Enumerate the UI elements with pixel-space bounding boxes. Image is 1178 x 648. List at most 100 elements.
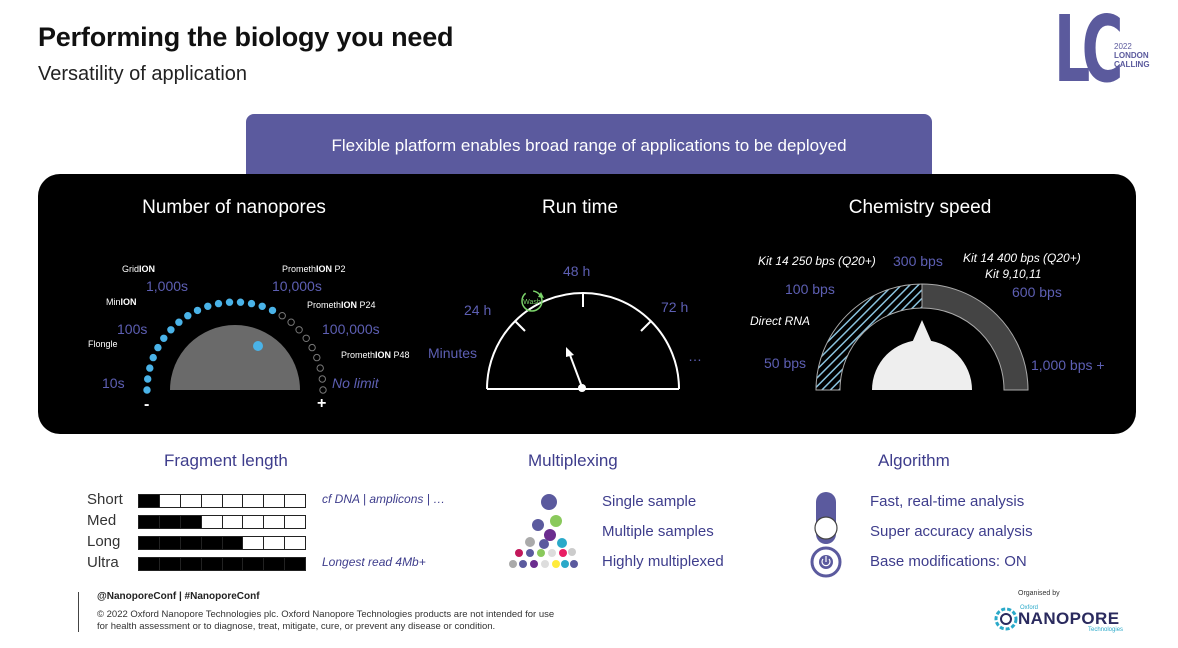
fragment-bar-cell — [243, 537, 265, 549]
pore-mark — [287, 318, 295, 326]
runtime-scale-24h: 24 h — [464, 302, 492, 318]
fragment-bar-cell — [139, 537, 160, 549]
fragment-row-label: Med — [87, 512, 117, 529]
page-title: Performing the biology you need — [38, 22, 454, 52]
chemistry-dial — [872, 340, 972, 390]
logo-line2: CALLING — [1114, 60, 1150, 69]
page-subtitle: Versatility of application — [38, 63, 248, 85]
pore-mark — [278, 312, 286, 320]
fragment-bar-cell — [285, 537, 305, 549]
fragment-bar-cell — [159, 537, 181, 549]
fragment-bar-cell — [202, 495, 223, 507]
fragment-row-label: Long — [87, 533, 121, 550]
footer-legal: © 2022 Oxford Nanopore Technologies plc.… — [97, 609, 555, 632]
chemistry-scale-1000: 1,000 bps + — [1031, 357, 1105, 373]
nanopore-logo-text: NANOPORE — [1018, 609, 1120, 628]
fragment-bar-cell — [180, 537, 202, 549]
fragment-bar-cell — [264, 516, 286, 528]
wash-label: Wash — [523, 299, 541, 306]
fragment-bar-cell — [223, 495, 244, 507]
pore-mark — [204, 302, 212, 310]
runtime-scale-minutes: Minutes — [428, 345, 478, 361]
pore-mark — [149, 353, 157, 362]
chemistry-scale-600: 600 bps — [1012, 284, 1062, 300]
nanopore-logo: Oxford NANOPORE Technologies — [994, 604, 1134, 634]
device-promethion-p48: PromethION P48 — [341, 350, 410, 360]
fragment-length-bar — [138, 536, 306, 550]
annotation-kit-9-10-11: Kit 9,10,11 — [985, 267, 1042, 281]
runtime-tick-72h — [640, 320, 652, 332]
algorithm-super: Super accuracy analysis — [870, 523, 1033, 540]
fragment-bar-cell — [180, 516, 202, 528]
fragment-length-title: Fragment length — [164, 451, 288, 470]
device-promethion-p2: PromethION P2 — [282, 264, 346, 274]
fragment-bar-cell — [181, 495, 202, 507]
nanopore-logo-icon — [994, 607, 1018, 631]
chemistry-gauge — [815, 283, 1029, 391]
fragment-bar-cell — [285, 516, 305, 528]
fragment-bar-cell — [243, 516, 265, 528]
nanopore-logo-suffix: Technologies — [1088, 627, 1124, 633]
pore-mark — [236, 298, 245, 306]
fragment-bar-cell — [285, 495, 305, 507]
multiplex-single: Single sample — [602, 493, 697, 510]
fragment-bar-cell — [201, 558, 223, 570]
pore-mark — [146, 364, 154, 372]
fragment-length-bar — [138, 515, 306, 529]
chemistry-gauge-title: Chemistry speed — [848, 197, 992, 218]
logo-year: 2022 — [1114, 42, 1132, 51]
device-promethion-p24: PromethION P24 — [307, 300, 376, 310]
pore-mark — [318, 375, 327, 383]
runtime-needle — [569, 354, 583, 388]
algorithm-title: Algorithm — [878, 451, 950, 470]
fragment-bar-cell — [243, 558, 265, 570]
platform-banner: Flexible platform enables broad range of… — [246, 114, 932, 176]
footer-handle: @NanoporeConf | #NanoporeConf — [97, 591, 260, 602]
logo-letters: LC — [1054, 0, 1124, 103]
runtime-scale-ellipsis: … — [688, 348, 702, 364]
pore-mark — [167, 326, 175, 334]
fragment-row-note: cf DNA | amplicons | … — [322, 492, 446, 506]
runtime-needle-hub — [578, 384, 586, 392]
fragment-bar-cell — [159, 516, 181, 528]
fragment-bar-cell — [139, 495, 160, 507]
nanopores-scale-10000s: 10,000s — [272, 278, 322, 294]
fragment-bar-cell — [201, 537, 223, 549]
annotation-kit14-250: Kit 14 250 bps (Q20+) — [758, 254, 876, 268]
pore-mark — [184, 312, 192, 320]
wash-icon: Wash — [521, 290, 544, 312]
pore-mark — [295, 326, 303, 334]
footer-divider — [78, 592, 79, 632]
logo-line1: LONDON — [1114, 51, 1149, 60]
pore-mark — [225, 298, 234, 306]
pore-ring — [143, 298, 327, 394]
fragment-length-bar — [138, 557, 306, 571]
runtime-scale-72h: 72 h — [661, 299, 689, 315]
pore-mark — [268, 306, 277, 315]
multiplex-multiple: Multiple samples — [602, 523, 714, 540]
fragment-bar-cell — [202, 516, 223, 528]
runtime-scale-48h: 48 h — [563, 263, 591, 279]
nanopores-indicator-dot — [253, 341, 263, 351]
device-minion: MinION — [106, 297, 137, 307]
nanopores-gauge-title: Number of nanopores — [142, 197, 326, 218]
nanopores-scale-no-limit: No limit — [332, 375, 379, 391]
nanopore-logo-prefix: Oxford — [1020, 605, 1039, 611]
fragment-bar-cell — [160, 495, 181, 507]
nanopores-gauge — [143, 298, 327, 394]
runtime-gauge — [486, 292, 680, 392]
fragment-bar-cell — [222, 537, 244, 549]
algorithm-controls — [810, 492, 842, 578]
london-calling-logo: LC 2022 LONDON CALLING — [1052, 4, 1162, 96]
pore-mark — [193, 306, 202, 315]
pore-mark — [308, 343, 316, 352]
runtime-tick-24h — [514, 320, 526, 332]
chemistry-scale-300: 300 bps — [893, 253, 943, 269]
pore-mark — [302, 334, 310, 342]
runtime-needle-tip — [566, 347, 574, 357]
chemistry-scale-50: 50 bps — [764, 355, 807, 371]
pore-mark — [175, 318, 183, 326]
fragment-bar-cell — [222, 558, 244, 570]
fragment-length-bar — [138, 494, 306, 508]
chemistry-grey-range — [921, 283, 1029, 391]
